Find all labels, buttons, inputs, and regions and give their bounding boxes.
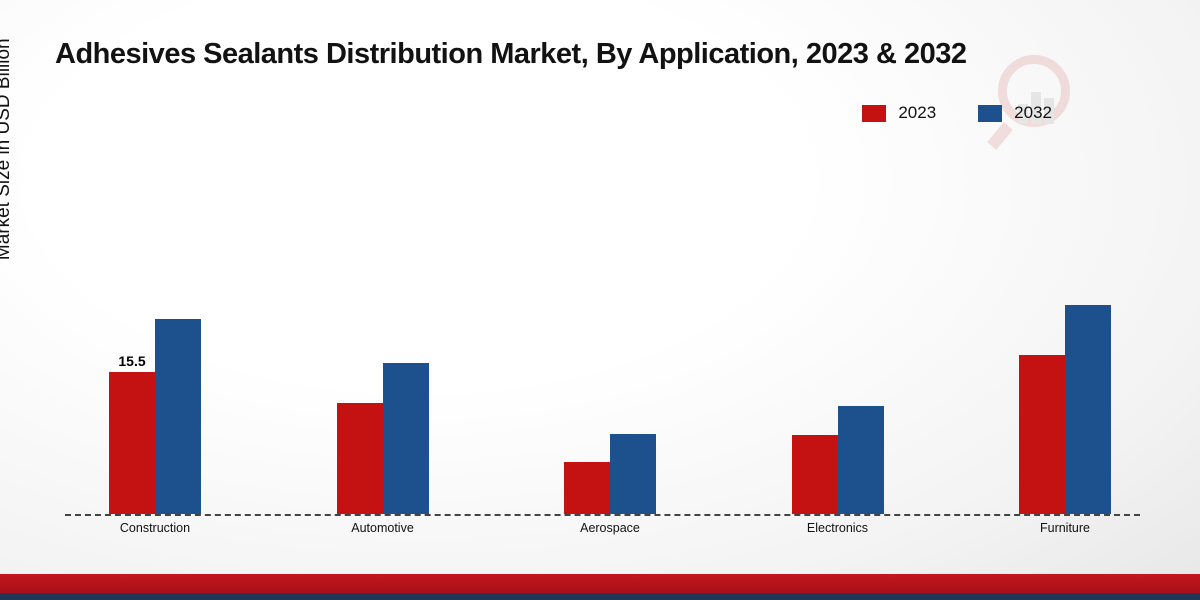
category-label-construction: Construction [119,521,191,535]
bar-2032-electronics [837,405,884,514]
bar-value-label-2023-construction: 15.5 [118,353,146,370]
bar-2023-furniture [1019,354,1065,514]
chart-title: Adhesives Sealants Distribution Market, … [55,38,967,70]
legend: 2023 2032 [862,103,1052,123]
footer-red-stripe [0,574,1200,593]
bar-group-automotive: Automotive [336,0,429,535]
legend-item-2032: 2032 [978,103,1052,123]
legend-label-2032: 2032 [1014,103,1052,122]
footer-navy-stripe [0,593,1200,600]
legend-label-2023: 2023 [898,103,937,122]
bar-2023-aerospace [564,461,610,514]
bar-group-aerospace: Aerospace [564,0,656,535]
bar-2032-construction [155,318,201,514]
category-label-electronics: Electronics [806,521,869,535]
bar-2023-construction [109,372,155,514]
bar-group-construction: 15.5 Construction [109,0,201,535]
y-axis-label: Market Size in USD Billion [0,38,14,261]
bar-group-furniture: Furniture [1019,0,1111,535]
bar-2032-furniture [1065,305,1111,514]
legend-swatch-2032 [978,104,1003,122]
bar-2032-automotive [382,362,429,514]
category-label-automotive: Automotive [351,521,414,535]
legend-swatch-2023 [862,104,887,122]
plot-area: 15.5 Construction Automotive Aerospace Elect… [65,0,1140,535]
bar-2023-automotive [336,403,383,514]
category-label-aerospace: Aerospace [580,521,640,535]
bar-2023-electronics [791,435,838,514]
category-label-furniture: Furniture [1039,521,1091,535]
bar-2032-aerospace [610,434,656,514]
legend-item-2023: 2023 [862,103,936,123]
bar-group-electronics: Electronics [791,0,884,535]
